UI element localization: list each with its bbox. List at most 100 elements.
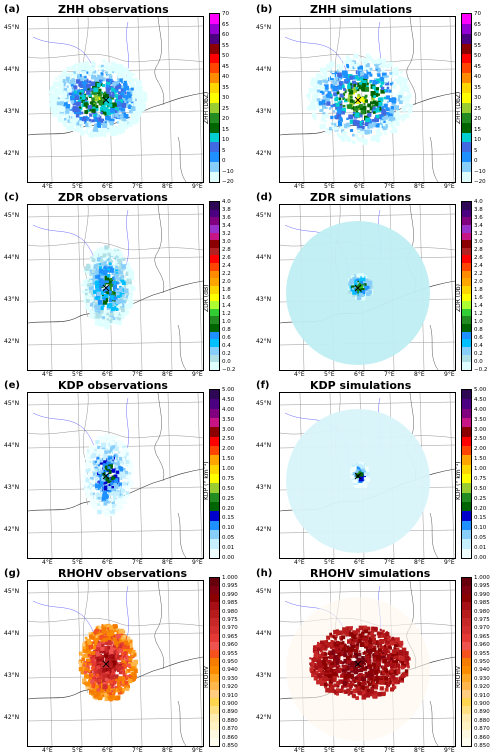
- echo-pixel: [119, 282, 121, 284]
- echo-pixel: [97, 119, 99, 121]
- echo-pixel: [91, 109, 95, 113]
- echo-pixel: [118, 131, 122, 135]
- colorbar-tick: −0.2: [222, 367, 235, 373]
- echo-pixel: [331, 74, 335, 78]
- echo-pixel: [122, 316, 125, 319]
- map-area: [27, 392, 204, 559]
- colorbar-tick: 35: [222, 85, 229, 91]
- echo-pixel: [89, 479, 92, 482]
- echo-pixel: [130, 292, 133, 295]
- colorbar-segment: [462, 455, 471, 464]
- echo-pixel: [107, 63, 110, 66]
- echo-pixel: [112, 491, 117, 496]
- echo-pixel: [132, 674, 137, 679]
- echo-pixel: [351, 467, 356, 472]
- panel-letter: (b): [256, 4, 272, 15]
- echo-pixel: [89, 114, 92, 117]
- colorbar-segment: [210, 133, 219, 143]
- latitude-label: 45°N: [256, 24, 271, 31]
- colorbar-tick: 0.25: [222, 496, 234, 502]
- echo-pixel: [346, 136, 349, 139]
- echo-pixel: [122, 497, 125, 500]
- map-area: [279, 16, 456, 183]
- colorbar-tick: 0.985: [222, 600, 238, 606]
- latitude-label: 45°N: [4, 588, 19, 595]
- echo-pixel: [123, 635, 125, 637]
- echo-pixel: [109, 303, 113, 307]
- colorbar-tick: 0.15: [222, 515, 234, 521]
- echo-pixel: [392, 99, 397, 104]
- colorbar-segment: [210, 549, 219, 558]
- echo-pixel: [103, 457, 106, 460]
- echo-pixel: [100, 460, 103, 463]
- colorbar-segment: [462, 24, 471, 34]
- echo-pixel: [359, 650, 361, 652]
- echo-pixel: [66, 67, 68, 69]
- echo-pixel: [359, 82, 362, 85]
- longitude-label: 6°E: [102, 371, 113, 378]
- echo-pixel: [117, 461, 119, 463]
- colorbar-segment: [210, 294, 219, 302]
- echo-pixel: [370, 68, 373, 71]
- echo-pixel: [95, 686, 98, 689]
- colorbar-segment: [210, 738, 219, 746]
- echo-pixel: [84, 102, 88, 106]
- colorbar-segment: [462, 202, 471, 210]
- colorbar-segment: [462, 483, 471, 492]
- echo-pixel: [116, 305, 119, 308]
- colorbar-tick: 45: [222, 64, 229, 70]
- echo-pixel: [88, 641, 92, 645]
- colorbar-tick: 0.00: [222, 555, 234, 561]
- echo-pixel: [95, 461, 97, 463]
- echo-pixel: [116, 665, 119, 668]
- echo-pixel: [123, 468, 126, 471]
- colorbar-segment: [462, 409, 471, 418]
- colorbar-segment: [210, 339, 219, 347]
- longitude-line: [138, 393, 142, 558]
- echo-pixel: [115, 455, 118, 458]
- echo-pixel: [353, 84, 356, 87]
- longitude-label: 4°E: [294, 183, 305, 190]
- echo-pixel: [80, 132, 83, 135]
- colorbar-segment: [210, 355, 219, 363]
- echo-pixel: [95, 119, 98, 122]
- echo-pixel: [317, 642, 319, 644]
- latitude-label: 44°N: [4, 66, 19, 73]
- echo-pixel: [112, 82, 116, 86]
- colorbar-tick: 65: [474, 22, 481, 28]
- colorbar-tick: 3.4: [222, 223, 231, 229]
- echo-pixel: [109, 626, 113, 630]
- echo-pixel: [396, 79, 401, 84]
- colorbar-tick: 2.4: [222, 263, 231, 269]
- longitude-label: 5°E: [324, 559, 335, 566]
- echo-pixel: [134, 79, 137, 82]
- colorbar-segment: [210, 666, 219, 674]
- echo-pixel: [127, 265, 129, 267]
- echo-pixel: [372, 662, 376, 666]
- echo-pixel: [95, 313, 100, 318]
- colorbar-segment: [210, 34, 219, 44]
- echo-pixel: [100, 249, 104, 253]
- colorbar-tick: 55: [474, 43, 481, 49]
- colorbar-tick: 70: [474, 11, 481, 17]
- border-line: [155, 205, 164, 293]
- latitude-line: [280, 590, 455, 593]
- echo-pixel: [376, 115, 380, 119]
- colorbar-segment: [462, 162, 471, 172]
- echo-pixel: [124, 114, 129, 119]
- echo-pixel: [96, 306, 100, 310]
- echo-pixel: [336, 693, 339, 696]
- colorbar-tick: 0.970: [222, 625, 238, 631]
- echo-pixel: [86, 299, 90, 303]
- latitude-line: [28, 342, 203, 345]
- echo-pixel: [95, 275, 99, 279]
- echo-pixel: [66, 126, 71, 131]
- echo-pixel: [96, 493, 100, 497]
- echo-pixel: [124, 464, 126, 466]
- echo-pixel: [94, 694, 98, 698]
- map-plot: [28, 205, 203, 370]
- echo-pixel: [346, 55, 350, 59]
- echo-pixel: [324, 125, 327, 128]
- echo-pixel: [90, 280, 93, 283]
